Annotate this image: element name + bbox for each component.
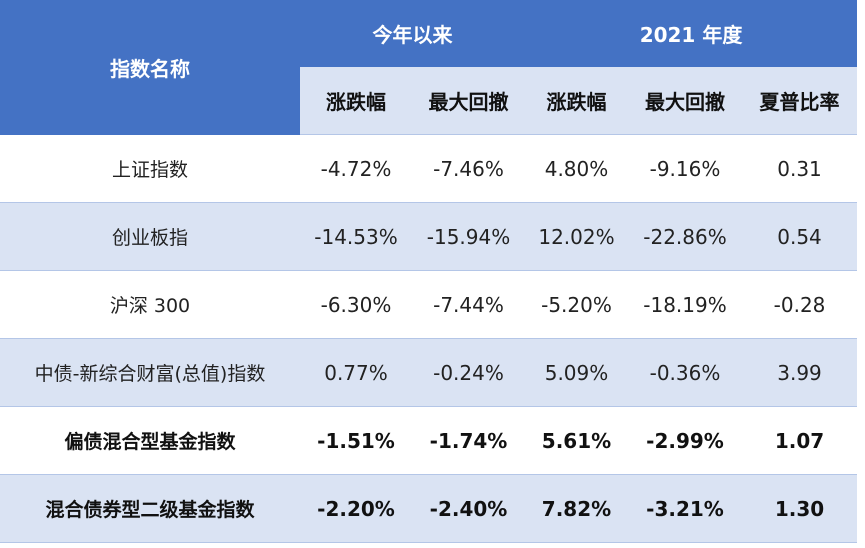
value-cell: -5.20% bbox=[525, 270, 628, 339]
value-cell: -3.21% bbox=[628, 474, 742, 543]
value-cell: 5.61% bbox=[525, 406, 628, 475]
value-cell: -1.51% bbox=[300, 406, 412, 475]
value-cell: -14.53% bbox=[300, 202, 412, 271]
header-cell: 最大回撤 bbox=[412, 67, 525, 135]
value-cell: -2.99% bbox=[628, 406, 742, 475]
value-cell: -0.24% bbox=[412, 338, 525, 407]
value-cell: -7.44% bbox=[412, 270, 525, 339]
table-row: 混合债券型二级基金指数 -2.20% -2.40% 7.82% -3.21% 1.30 bbox=[0, 474, 858, 543]
value-cell: 0.77% bbox=[300, 338, 412, 407]
table-row: 创业板指 -14.53% -15.94% 12.02% -22.86% 0.54 bbox=[0, 202, 858, 271]
value-cell: 3.99 bbox=[742, 338, 858, 407]
group-header: 2021 年度 bbox=[525, 0, 858, 67]
header-row: 指数名称 今年以来 2021 年度 bbox=[0, 0, 858, 135]
value-cell: -0.28 bbox=[742, 270, 858, 339]
header-cell: 涨跌幅 bbox=[525, 67, 628, 135]
header-cell: 夏普比率 bbox=[742, 67, 858, 135]
value-cell: 7.82% bbox=[525, 474, 628, 543]
value-cell: -18.19% bbox=[628, 270, 742, 339]
value-cell: 1.07 bbox=[742, 406, 858, 475]
value-cell: -2.40% bbox=[412, 474, 525, 543]
index-name: 混合债券型二级基金指数 bbox=[0, 474, 300, 543]
value-cell: -6.30% bbox=[300, 270, 412, 339]
index-name: 创业板指 bbox=[0, 202, 300, 271]
value-cell: 4.80% bbox=[525, 134, 628, 203]
index-name: 上证指数 bbox=[0, 134, 300, 203]
table-row: 沪深 300 -6.30% -7.44% -5.20% -18.19% -0.28 bbox=[0, 270, 858, 339]
table-header: 指数名称 今年以来 2021 年度 涨跌幅 最大回撤 涨跌幅 最大回撤 夏普比率 bbox=[0, 0, 858, 135]
value-cell: -9.16% bbox=[628, 134, 742, 203]
value-cell: 1.30 bbox=[742, 474, 858, 543]
header-cell: 指数名称 bbox=[0, 0, 300, 135]
table-row: 偏债混合型基金指数 -1.51% -1.74% 5.61% -2.99% 1.07 bbox=[0, 406, 858, 475]
header-cell: 涨跌幅 bbox=[300, 67, 412, 135]
value-cell: -15.94% bbox=[412, 202, 525, 271]
value-cell: -4.72% bbox=[300, 134, 412, 203]
header-cell: 最大回撤 bbox=[628, 67, 742, 135]
table-row: 上证指数 -4.72% -7.46% 4.80% -9.16% 0.31 bbox=[0, 134, 858, 203]
value-cell: -22.86% bbox=[628, 202, 742, 271]
value-cell: 5.09% bbox=[525, 338, 628, 407]
value-cell: 0.31 bbox=[742, 134, 858, 203]
table-row: 中债-新综合财富(总值)指数 0.77% -0.24% 5.09% -0.36% 3.99 bbox=[0, 338, 858, 407]
header-row: 涨跌幅 最大回撤 涨跌幅 最大回撤 夏普比率 bbox=[0, 67, 858, 135]
value-cell: 12.02% bbox=[525, 202, 628, 271]
index-name: 中债-新综合财富(总值)指数 bbox=[0, 338, 300, 407]
value-cell: -1.74% bbox=[412, 406, 525, 475]
index-name: 沪深 300 bbox=[0, 270, 300, 339]
table-body: 上证指数 -4.72% -7.46% 4.80% -9.16% 0.31 创业板指 -14.5… bbox=[0, 134, 858, 543]
group-header: 今年以来 bbox=[300, 0, 525, 67]
value-cell: -7.46% bbox=[412, 134, 525, 203]
value-cell: -0.36% bbox=[628, 338, 742, 407]
index-name: 偏债混合型基金指数 bbox=[0, 406, 300, 475]
value-cell: 0.54 bbox=[742, 202, 858, 271]
value-cell: -2.20% bbox=[300, 474, 412, 543]
